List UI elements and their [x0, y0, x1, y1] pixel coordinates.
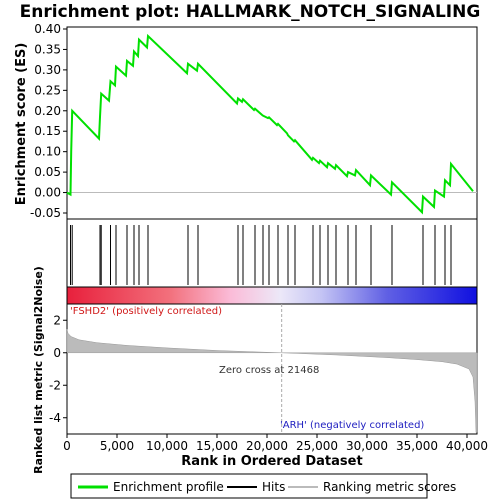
metric-y-tick-label: 0 [53, 346, 61, 360]
metric-y-ticks: 2 0 -2 -4 [49, 313, 67, 425]
es-y-tick-label: 0.30 [34, 63, 61, 77]
es-y-tick-label: 0.05 [34, 165, 61, 179]
metric-x-tick-label: 25,000 [296, 439, 338, 453]
enrichment-profile-line [66, 33, 474, 215]
metric-y-tick-label: -4 [49, 411, 61, 425]
metric-y-tick-label: 2 [53, 313, 61, 327]
es-y-tick-label: 0.35 [34, 42, 61, 56]
es-y-ticks: 0.40 0.35 0.30 0.25 0.20 0.15 0.10 0.05 0.00 -0.0… [30, 22, 67, 220]
metric-x-tick-label: 20,000 [246, 439, 288, 453]
positive-correlation-label: 'FSHD2' (positively correlated) [70, 306, 222, 317]
legend-metric-label: Ranking metric scores [323, 480, 456, 494]
hits-marks [70, 225, 452, 285]
metric-plot-area [66, 303, 478, 435]
metric-xlabel: Rank in Ordered Dataset [181, 454, 362, 469]
metric-x-ticks: 0 5,000 10,000 15,000 20,000 25,000 30,000 35,0… [63, 434, 488, 453]
ranking-color-bar [66, 286, 478, 305]
zero-cross-label: Zero cross at 21468 [219, 365, 319, 376]
metric-x-tick-label: 35,000 [396, 439, 438, 453]
metric-x-tick-label: 5,000 [100, 439, 134, 453]
es-y-tick-label: 0.20 [34, 104, 61, 118]
legend-hits-label: Hits [262, 480, 285, 494]
negative-correlation-label: 'ARH' (negatively correlated) [280, 420, 424, 431]
metric-x-tick-label: 10,000 [146, 439, 188, 453]
hits-area [66, 218, 478, 288]
chart-title: Enrichment plot: HALLMARK_NOTCH_SIGNALIN… [20, 2, 481, 22]
es-y-tick-label: 0.10 [34, 145, 61, 159]
ranking-metric-area [66, 329, 478, 433]
es-y-tick-label: 0.40 [34, 22, 61, 36]
es-y-tick-label: 0.00 [34, 186, 61, 200]
legend-enrichment-label: Enrichment profile [113, 480, 224, 494]
metric-x-tick-label: 40,000 [446, 439, 488, 453]
metric-ylabel: Ranked list metric (Signal2Noise) [32, 266, 45, 474]
es-ylabel: Enrichment score (ES) [14, 43, 29, 206]
es-y-tick-label: -0.05 [30, 206, 61, 220]
metric-x-tick-label: 15,000 [196, 439, 238, 453]
metric-x-tick-label: 0 [63, 439, 71, 453]
es-plot-area [66, 26, 478, 220]
es-y-tick-label: 0.15 [34, 124, 61, 138]
metric-y-tick-label: -2 [49, 378, 61, 392]
es-y-tick-label: 0.25 [34, 83, 61, 97]
metric-x-tick-label: 30,000 [346, 439, 388, 453]
